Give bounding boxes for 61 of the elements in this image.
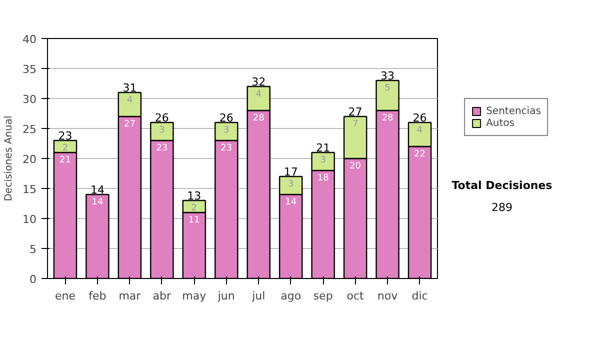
y-tick-label: 5 — [30, 243, 36, 256]
data-label: 23 — [156, 144, 168, 154]
total-label: 26 — [219, 112, 234, 124]
y-tick-label: 10 — [22, 213, 37, 226]
x-tick-label: jun — [216, 290, 235, 302]
data-label: 5 — [384, 84, 390, 94]
x-tick-label: ago — [280, 290, 302, 302]
data-label: 27 — [124, 120, 136, 130]
x-tick-label: sep — [313, 290, 333, 302]
data-label: 2 — [62, 144, 68, 154]
total-label: 13 — [187, 190, 202, 202]
x-tick-label: mar — [118, 290, 142, 302]
total-label: 23 — [58, 130, 72, 142]
y-tick-label: 20 — [22, 153, 37, 166]
data-label: 28 — [252, 114, 265, 124]
total-label: 31 — [122, 82, 137, 94]
total-label: 32 — [252, 76, 266, 88]
data-label: 3 — [288, 180, 294, 190]
data-label: 4 — [416, 126, 423, 136]
x-tick-label: may — [182, 290, 207, 302]
data-label: 23 — [220, 144, 232, 154]
data-label: 21 — [60, 156, 71, 166]
data-label: 18 — [317, 174, 330, 184]
x-tick-label: dic — [412, 290, 428, 302]
legend-label: Sentencias — [486, 105, 541, 117]
x-tick-label: jul — [251, 290, 266, 302]
data-label: 3 — [320, 156, 326, 166]
total-label: 21 — [316, 142, 330, 154]
total-label: 14 — [90, 184, 104, 196]
legend-label: Autos — [486, 117, 514, 129]
total-label: 27 — [348, 106, 362, 118]
data-label: 3 — [159, 126, 165, 136]
data-label: 2 — [191, 204, 198, 214]
x-tick-label: oct — [346, 290, 365, 302]
total-label: 17 — [284, 166, 298, 178]
data-label: 7 — [352, 120, 358, 130]
data-label: 4 — [126, 96, 133, 106]
x-tick-label: nov — [377, 290, 398, 302]
data-label: 14 — [92, 198, 104, 208]
y-tick-label: 0 — [30, 273, 36, 286]
data-label: 20 — [350, 162, 362, 172]
text: Total Decisiones — [452, 178, 552, 194]
y-tick-label: 35 — [22, 63, 37, 76]
y-tick-label: 30 — [22, 93, 37, 106]
data-label: 11 — [188, 216, 200, 226]
data-label: 22 — [414, 150, 426, 160]
x-tick-label: feb — [88, 290, 106, 302]
data-label: 4 — [256, 90, 262, 100]
total-label: 26 — [154, 112, 169, 124]
total-label: 33 — [380, 70, 395, 82]
text: 289 — [490, 200, 514, 216]
y-axis-title: Decisiones Anual — [4, 116, 15, 202]
data-label: 3 — [224, 126, 230, 136]
x-tick-label: ene — [54, 290, 76, 302]
data-label: 14 — [285, 198, 297, 208]
data-label: 28 — [382, 114, 394, 124]
y-tick-label: 25 — [22, 123, 37, 136]
total-label: 26 — [412, 112, 427, 124]
y-tick-label: 40 — [22, 33, 37, 46]
y-tick-label: 15 — [22, 183, 37, 196]
x-tick-label: abr — [152, 290, 172, 302]
